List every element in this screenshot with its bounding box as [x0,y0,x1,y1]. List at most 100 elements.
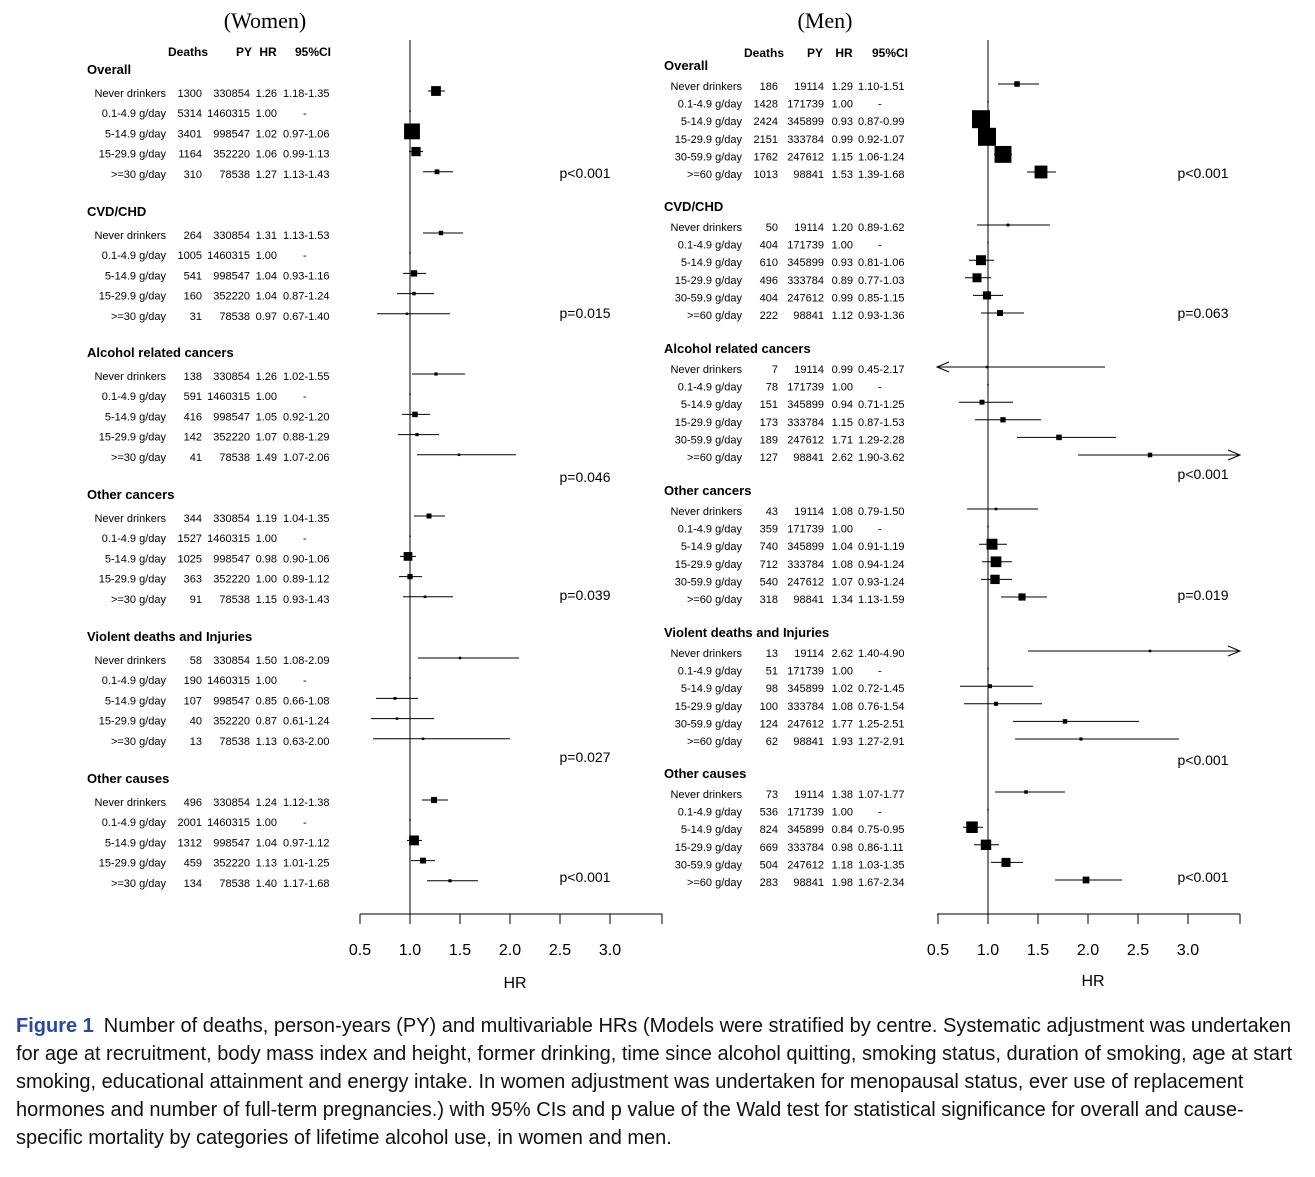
row-py: 19114 [794,506,824,518]
row-hr: 1.06 [256,149,277,161]
hr-point [994,145,1012,163]
row-py: 333784 [787,842,824,854]
row-deaths: 824 [760,824,778,836]
row-deaths: 504 [760,859,778,871]
hr-point [990,556,1002,568]
row-hr: 1.04 [256,270,277,282]
hr-point [457,453,461,457]
row-deaths: 50 [766,222,778,234]
row-ci: 0.76-1.54 [858,701,904,713]
column-header-ci: 95%CI [872,46,908,60]
hr-point [985,365,989,369]
row-py: 998547 [213,695,250,707]
row-hr: 1.13 [256,736,277,748]
row-deaths: 541 [184,270,202,282]
group-title: Alcohol related cancers [664,341,811,356]
row-hr: 1.50 [256,655,277,667]
row-label: 5-14.9 g/day [105,553,167,565]
row-ci: - [303,250,307,262]
row-py: 352220 [213,716,250,728]
row-label: 0.1-4.9 g/day [102,533,167,545]
row-label: 15-29.9 g/day [675,842,743,854]
row-ci: 1.04-1.35 [283,513,329,525]
row-py: 1460315 [207,108,250,120]
hr-point [404,123,420,140]
row-hr: 1.04 [256,837,277,849]
row-ci: 0.77-1.03 [858,275,904,287]
row-hr: 1.00 [832,666,853,678]
hr-point [426,513,432,519]
row-py: 1460315 [207,391,250,403]
row-deaths: 2424 [754,116,778,128]
row-py: 1460315 [207,675,250,687]
row-ci: 0.93-1.36 [858,310,904,322]
hr-point [982,291,992,300]
row-ci: 1.29-2.28 [858,434,904,446]
row-ci: 1.18-1.35 [283,88,329,100]
row-label: 0.1-4.9 g/day [678,99,743,111]
row-label: 15-29.9 g/day [675,134,743,146]
figure-caption-label: Figure 1 [16,1015,94,1037]
hr-point [1056,434,1062,441]
row-deaths: 189 [760,434,778,446]
row-deaths: 73 [766,789,778,801]
row-label: >=30 g/day [111,736,167,748]
row-ci: 0.85-1.15 [858,292,904,304]
hr-point [409,110,411,112]
row-label: 15-29.9 g/day [99,291,167,303]
row-hr: 1.05 [256,411,277,423]
row-py: 998547 [213,553,250,565]
row-deaths: 100 [760,701,778,713]
row-hr: 1.04 [256,291,277,303]
row-hr: 1.93 [832,736,853,748]
row-label: >=60 g/day [687,169,743,181]
row-label: 0.1-4.9 g/day [678,524,743,536]
row-label: 15-29.9 g/day [99,432,167,444]
hr-point [438,230,444,236]
row-hr: 1.26 [256,371,277,383]
row-ci: - [878,99,882,111]
row-py: 247612 [787,292,824,304]
row-deaths: 142 [184,432,202,444]
hr-point [1147,452,1153,458]
row-ci: 0.97-1.06 [283,128,329,140]
hr-point [1034,165,1048,179]
row-deaths: 13 [190,736,202,748]
hr-point [409,535,411,537]
p-value: p=0.015 [560,305,611,321]
row-py: 247612 [787,576,824,588]
row-deaths: 78 [766,382,778,394]
row-py: 998547 [213,270,250,282]
row-hr: 1.07 [832,576,853,588]
hr-point [409,819,411,821]
row-py: 330854 [213,88,250,100]
row-ci: 1.67-2.34 [858,877,904,889]
hr-point [976,255,986,266]
hr-point [430,796,438,804]
row-hr: 1.12 [832,310,853,322]
hr-point [997,310,1003,316]
row-py: 247612 [787,151,824,163]
row-ci: - [878,240,882,252]
row-deaths: 2151 [754,134,778,146]
row-py: 345899 [787,116,824,128]
row-py: 352220 [213,858,250,870]
row-ci: 0.93-1.43 [283,594,329,606]
row-py: 171739 [787,666,824,678]
hr-point [409,835,419,846]
row-ci: 1.03-1.35 [858,859,904,871]
x-axis-tick-label: 1.0 [977,942,999,959]
row-ci: 0.91-1.19 [858,541,904,553]
row-hr: 1.00 [256,108,277,120]
row-ci: 0.94-1.24 [858,559,904,571]
row-ci: - [303,533,307,545]
row-label: 0.1-4.9 g/day [102,675,167,687]
row-ci: - [303,675,307,687]
row-label: >=60 g/day [687,310,743,322]
hr-point [987,241,989,244]
row-py: 352220 [213,149,250,161]
row-label: 0.1-4.9 g/day [678,240,743,252]
hr-point [1018,593,1026,601]
row-hr: 1.40 [256,878,277,890]
row-py: 333784 [787,134,824,146]
